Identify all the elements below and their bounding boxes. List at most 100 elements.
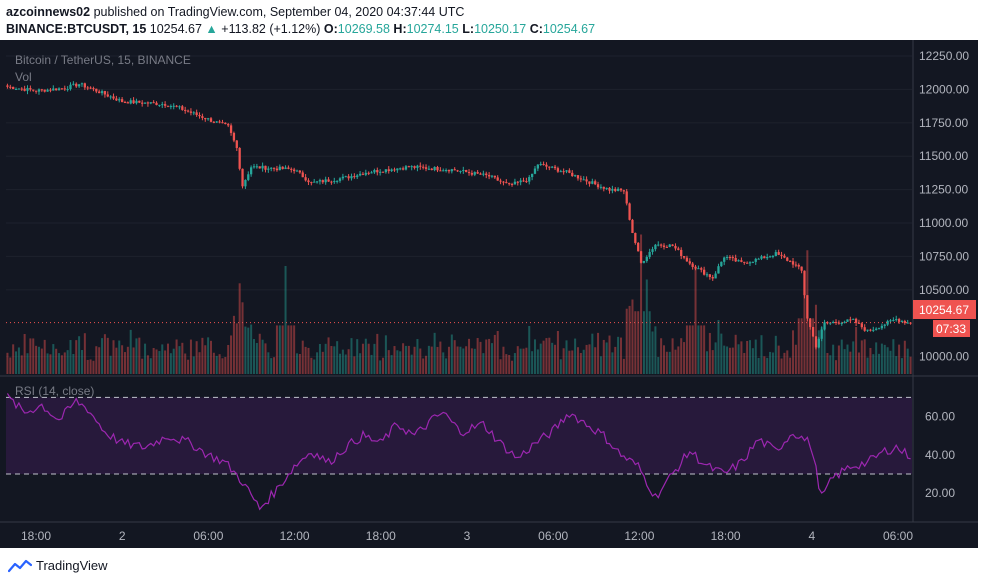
volume-bar	[12, 344, 15, 374]
volume-bar	[665, 351, 668, 374]
chart-area[interactable]: 12250.00 12000.00 11750.00 11500.00 11250.00…	[0, 40, 984, 550]
volume-bar	[152, 347, 155, 374]
author-name[interactable]: azcoinnews02	[6, 5, 91, 19]
candle-body	[238, 147, 241, 169]
candle-body	[295, 170, 299, 172]
candle-body	[499, 180, 502, 182]
volume-bar	[218, 354, 221, 374]
volume-bar	[462, 348, 465, 374]
volume-bar	[680, 338, 683, 374]
candle-body	[301, 172, 304, 178]
volume-bar	[80, 350, 83, 374]
volume-bar	[522, 348, 525, 374]
candle-body	[192, 112, 195, 114]
up-arrow-icon: ▲	[205, 22, 218, 36]
volume-bar	[531, 351, 534, 374]
candle-body	[826, 322, 829, 324]
volume-bar	[508, 354, 511, 374]
volume-bar	[708, 332, 711, 374]
candle-body	[573, 175, 577, 177]
candle-body	[571, 172, 574, 177]
candle-body	[889, 320, 892, 322]
candle-body	[149, 102, 152, 104]
candle-body	[401, 168, 405, 170]
volume-bar	[450, 334, 453, 374]
volume-bar	[230, 335, 233, 374]
volume-bar	[473, 348, 476, 374]
volume-bar	[330, 346, 333, 374]
volume-bar	[677, 346, 680, 374]
candle-body	[551, 166, 554, 168]
candle-body	[814, 336, 818, 348]
volume-bar	[66, 350, 69, 374]
volume-bar	[849, 351, 852, 374]
tradingview-logo-icon	[8, 559, 32, 572]
candle-body	[757, 258, 760, 260]
volume-bar	[235, 323, 238, 374]
candle-body	[548, 166, 551, 168]
candle-body	[290, 168, 293, 170]
candle-body	[760, 256, 763, 259]
volume-bar	[15, 351, 18, 374]
candle-body	[645, 256, 648, 262]
candle-body	[123, 102, 127, 104]
volume-bar	[640, 234, 643, 374]
candle-body	[800, 266, 803, 271]
volume-bar	[436, 346, 439, 374]
volume-bar	[886, 347, 889, 374]
time-tick-label: 06:00	[193, 529, 223, 543]
volume-bar	[126, 346, 129, 374]
candle-body	[218, 121, 221, 123]
volume-bar	[505, 354, 508, 374]
time-tick-label: 18:00	[366, 529, 396, 543]
volume-bar	[250, 324, 253, 374]
candle-body	[184, 109, 187, 111]
volume-bar	[135, 338, 138, 374]
volume-bar	[691, 325, 694, 374]
rsi-tick-label: 60.00	[925, 410, 955, 424]
candle-body	[413, 166, 416, 168]
candle-body	[264, 165, 267, 170]
candle-body	[456, 170, 459, 172]
candle-body	[390, 169, 393, 172]
candle-body	[224, 122, 227, 125]
candle-body	[178, 106, 181, 108]
candle-body	[6, 85, 9, 87]
volume-bar	[244, 326, 247, 374]
candle-body	[545, 164, 548, 167]
candle-body	[40, 89, 43, 91]
volume-bar	[293, 325, 296, 374]
candle-body	[682, 256, 686, 258]
candle-body	[743, 261, 746, 263]
candle-body	[476, 172, 479, 174]
price-pane[interactable]	[6, 55, 912, 374]
candle-body	[95, 88, 98, 92]
candle-body	[86, 87, 89, 89]
candle-body	[261, 165, 264, 169]
footer-branding[interactable]: TradingView	[8, 558, 108, 573]
volume-bar	[399, 351, 402, 374]
candle-body	[771, 256, 775, 258]
volume-bar	[453, 340, 456, 374]
candle-body	[298, 170, 302, 173]
candle-body	[473, 172, 476, 175]
publish-line: azcoinnews02 published on TradingView.co…	[6, 5, 464, 19]
volume-bar	[316, 352, 319, 374]
volume-bar	[513, 353, 516, 374]
volume-bar	[582, 349, 585, 374]
volume-bar	[559, 359, 562, 374]
candle-body	[270, 167, 273, 169]
candle-body	[69, 84, 72, 90]
countdown-badge	[933, 320, 970, 337]
candle-body	[616, 188, 620, 191]
volume-bar	[155, 349, 158, 374]
volume-bar	[129, 329, 132, 374]
candle-body	[803, 270, 806, 296]
volume-bar	[83, 333, 86, 374]
volume-bar	[103, 334, 106, 374]
volume-bar	[341, 349, 344, 374]
candle-body	[272, 167, 276, 169]
rsi-pane[interactable]	[6, 393, 912, 511]
candle-body	[427, 168, 431, 170]
countdown-text: 07:33	[936, 322, 966, 336]
